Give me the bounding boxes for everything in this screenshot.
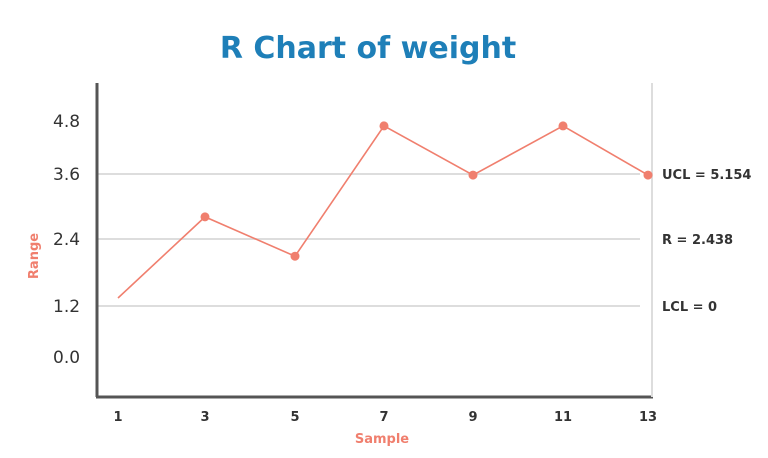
x-tick-label: 7 xyxy=(379,410,388,425)
x-tick-label: 11 xyxy=(554,410,572,425)
y-tick-label: 4.8 xyxy=(53,112,80,132)
x-tick-label: 5 xyxy=(290,410,299,425)
chart-title: R Chart of weight xyxy=(220,31,516,66)
data-point xyxy=(379,121,389,131)
data-point xyxy=(290,251,300,261)
gridlines xyxy=(97,173,640,307)
series-line xyxy=(117,124,649,299)
reference-line-label: UCL = 5.154 xyxy=(662,168,751,183)
y-axis-label: Range xyxy=(27,233,42,279)
reference-line-labels: UCL = 5.154 R = 2.438 LCL = 0 xyxy=(662,168,751,315)
x-tick-label: 9 xyxy=(468,410,477,425)
reference-line-label: LCL = 0 xyxy=(662,300,717,315)
data-point xyxy=(468,170,478,180)
data-point xyxy=(558,121,568,131)
y-tick-label: 3.6 xyxy=(53,165,80,185)
y-tick-label: 0.0 xyxy=(53,348,80,368)
x-axis-label: Sample xyxy=(355,432,409,447)
y-tick-label: 2.4 xyxy=(53,230,80,250)
x-tick-label: 13 xyxy=(639,410,657,425)
reference-line-label: R = 2.438 xyxy=(662,233,733,248)
axes xyxy=(95,83,653,399)
data-point xyxy=(643,170,653,180)
data-point xyxy=(200,212,210,222)
x-tick-label: 1 xyxy=(113,410,122,425)
x-tick-labels: 1 3 5 7 9 11 13 xyxy=(113,410,657,425)
y-tick-labels: 0.0 1.2 2.4 3.6 4.8 xyxy=(53,112,80,368)
x-tick-label: 3 xyxy=(200,410,209,425)
series-range xyxy=(117,121,653,299)
y-tick-label: 1.2 xyxy=(53,297,80,317)
